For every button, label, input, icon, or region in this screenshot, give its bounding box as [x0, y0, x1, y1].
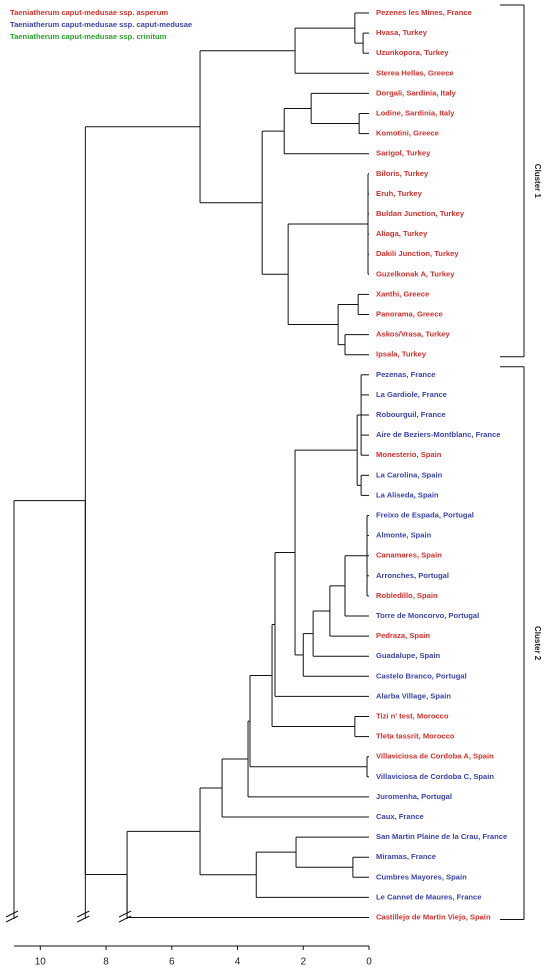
leaf-label: Ipsala, Turkey: [376, 350, 427, 359]
leaf-label: Canamares, Spain: [376, 551, 442, 560]
leaf-label: Villaviciosa de Cordoba C, Spain: [376, 772, 494, 781]
leaf-label: Castillejo de Martin Viejo, Spain: [376, 913, 491, 922]
leaf-label: Caux, France: [376, 812, 424, 821]
tick-label: 4: [235, 957, 241, 968]
leaf-label: Xanthi, Greece: [376, 289, 429, 298]
leaf-label: Uzunkopora, Turkey: [376, 48, 449, 57]
leaf-label: San Martin Plaine de la Crau, France: [376, 832, 507, 841]
cluster-label: Cluster 2: [533, 626, 542, 661]
legend-entry: Taeniatherum caput-medusae ssp. crinitum: [10, 32, 167, 41]
leaf-label: Alarba Village, Spain: [376, 691, 451, 700]
leaf-label: Pedraza, Spain: [376, 631, 430, 640]
leaf-label: Guzelkonak A, Turkey: [376, 269, 455, 278]
leaf-label: Dorgali, Sardinia, Italy: [376, 88, 457, 97]
leaf-label: Freixo de Espada, Portugal: [376, 511, 474, 520]
leaf-label: Miramas, France: [376, 852, 436, 861]
leaf-label: Eruh, Turkey: [376, 189, 423, 198]
leaf-label: Castelo Branco, Portugal: [376, 671, 467, 680]
leaf-label: Sarigol, Turkey: [376, 149, 431, 158]
leaf-label: Almonte, Spain: [376, 531, 432, 540]
leaf-label: La Aliseda, Spain: [376, 490, 439, 499]
leaf-label: Askos/Vrasa, Turkey: [376, 330, 451, 339]
leaf-label: Sterea Hellas, Greece: [376, 68, 454, 77]
leaf-label: Aire de Beziers-Montblanc, France: [376, 430, 501, 439]
break-mark: [5, 915, 19, 923]
break-mark: [77, 915, 90, 923]
tick-label: 2: [300, 957, 306, 968]
break-mark: [118, 915, 132, 923]
leaf-label: Dakili Junction, Turkey: [376, 249, 459, 258]
break-mark: [118, 910, 132, 918]
leaf-label: Robourguil, France: [376, 410, 446, 419]
leaf-label: Buldan Junction, Turkey: [376, 209, 465, 218]
leaf-label: Hvasa, Turkey: [376, 28, 428, 37]
tick-label: 10: [35, 957, 47, 968]
leaf-label: Tleta tassrit, Morocco: [376, 732, 455, 741]
leaf-label: Juromenha, Portugal: [376, 792, 452, 801]
break-mark: [77, 910, 90, 918]
leaf-label: Pezenas, France: [376, 370, 436, 379]
leaf-label: Le Cannet de Maures, France: [376, 892, 482, 901]
leaf-label: Pezenes les Mines, France: [376, 8, 472, 17]
leaf-label: Aliaga, Turkey: [376, 229, 428, 238]
leaf-label: Biloris, Turkey: [376, 169, 429, 178]
leaf-label: Guadalupe, Spain: [376, 651, 440, 660]
leaf-label: Torre de Moncorvo, Portugal: [376, 611, 479, 620]
break-mark: [5, 910, 19, 918]
leaf-label: Villaviciosa de Cordoba A, Spain: [376, 752, 494, 761]
leaf-label: Arronches, Portugal: [376, 571, 449, 580]
legend-entry: Taeniatherum caput-medusae ssp. caput-me…: [10, 20, 192, 29]
tick-label: 0: [366, 957, 372, 968]
legend-entry: Taeniatherum caput-medusae ssp. asperum: [10, 8, 168, 17]
cluster-label: Cluster 1: [533, 164, 542, 199]
leaf-label: Lodine, Sardinia, Italy: [376, 109, 455, 118]
tick-label: 6: [169, 957, 175, 968]
tick-label: 8: [103, 957, 109, 968]
leaf-label: Cumbres Mayores, Spain: [376, 872, 467, 881]
leaf-label: Monesterio, Spain: [376, 450, 442, 459]
leaf-label: Robledillo, Spain: [376, 591, 438, 600]
leaf-label: Tizi n' test, Morocco: [376, 712, 449, 721]
leaf-label: Komotini, Greece: [376, 129, 439, 138]
leaf-label: Panorama, Greece: [376, 310, 443, 319]
leaf-label: La Carolina, Spain: [376, 470, 443, 479]
leaf-label: La Gardiole, France: [376, 390, 447, 399]
